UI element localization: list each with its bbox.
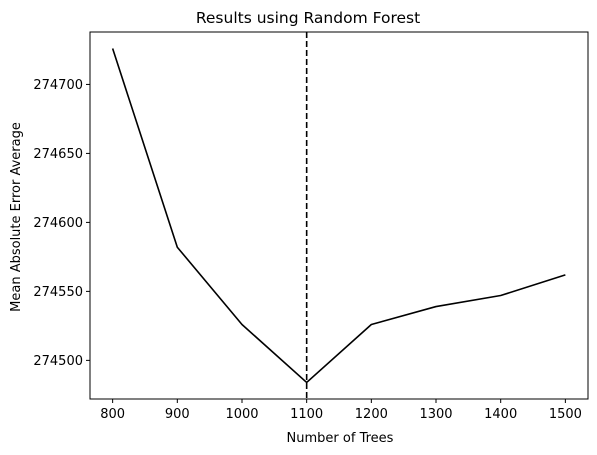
y-tick-label: 274500 bbox=[33, 354, 83, 369]
y-tick-label: 274600 bbox=[33, 216, 83, 231]
x-tick-label: 1200 bbox=[355, 407, 388, 422]
chart-title: Results using Random Forest bbox=[196, 9, 420, 27]
y-tick-label: 274650 bbox=[33, 147, 83, 162]
x-tick-label: 1500 bbox=[549, 407, 582, 422]
x-tick-label: 900 bbox=[165, 407, 190, 422]
x-tick-label: 800 bbox=[100, 407, 125, 422]
y-tick-label: 274550 bbox=[33, 285, 83, 300]
x-tick-label: 1000 bbox=[225, 407, 258, 422]
x-tick-label: 1300 bbox=[419, 407, 452, 422]
x-axis-ticks: 800 900 1000 1100 1200 1300 1400 1500 bbox=[100, 399, 582, 422]
series-line-0 bbox=[111, 48, 566, 384]
x-axis-label: Number of Trees bbox=[287, 431, 394, 446]
plot-frame bbox=[89, 31, 589, 400]
y-axis-ticks: 274500 274550 274600 274650 274700 bbox=[33, 78, 90, 369]
y-axis-label: Mean Absolute Error Average bbox=[9, 122, 24, 312]
y-tick-label: 274700 bbox=[33, 78, 83, 93]
x-tick-label: 1100 bbox=[290, 407, 323, 422]
x-tick-label: 1400 bbox=[484, 407, 517, 422]
plot-area bbox=[111, 32, 566, 399]
